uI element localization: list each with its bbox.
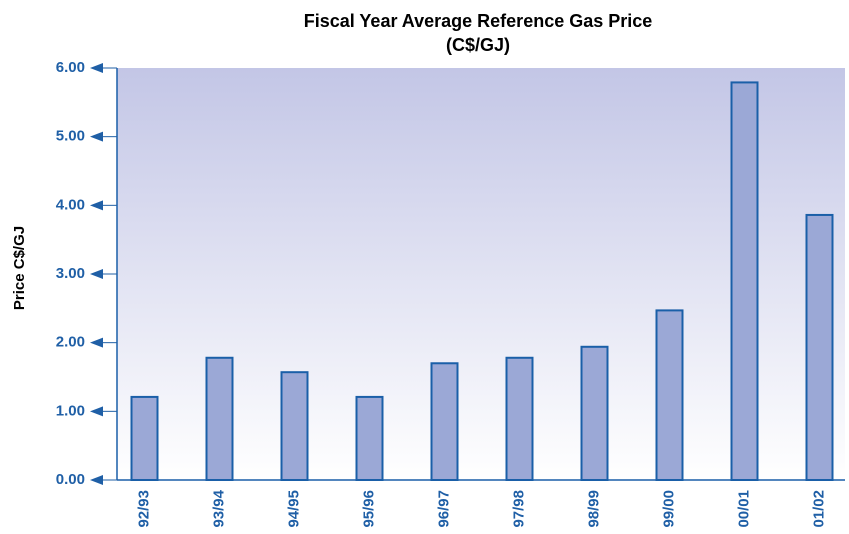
y-tick-mark bbox=[90, 269, 103, 279]
x-tick-label: 93/94 bbox=[210, 489, 227, 527]
bar bbox=[805, 213, 834, 482]
bar bbox=[505, 356, 534, 482]
x-tick-label: 92/93 bbox=[135, 490, 152, 528]
bar bbox=[355, 395, 384, 481]
x-tick-label: 94/95 bbox=[285, 490, 302, 528]
x-tick-label: 95/96 bbox=[360, 490, 377, 528]
y-tick-label: 0.00 bbox=[56, 471, 85, 488]
y-tick-label: 2.00 bbox=[56, 334, 85, 351]
bar bbox=[280, 371, 309, 481]
y-tick-mark bbox=[90, 475, 103, 485]
chart-subtitle: (C$/GJ) bbox=[446, 35, 510, 55]
y-tick-mark bbox=[90, 337, 103, 348]
chart-title: Fiscal Year Average Reference Gas Price bbox=[304, 11, 653, 31]
y-tick-label: 5.00 bbox=[56, 128, 85, 145]
y-tick-label: 1.00 bbox=[56, 402, 85, 419]
y-tick-mark bbox=[90, 63, 103, 73]
plot-background bbox=[117, 68, 845, 480]
x-tick-label: 01/02 bbox=[810, 490, 827, 528]
y-tick-mark bbox=[90, 406, 103, 417]
x-tick-label: 96/97 bbox=[435, 490, 452, 528]
bar bbox=[205, 356, 234, 482]
x-tick-label: 98/99 bbox=[585, 490, 602, 528]
x-tick-label: 99/00 bbox=[660, 490, 677, 528]
y-tick-mark bbox=[90, 131, 103, 142]
y-tick-label: 6.00 bbox=[56, 59, 85, 76]
y-tick-label: 4.00 bbox=[56, 196, 85, 213]
x-tick-label: 97/98 bbox=[510, 490, 527, 528]
y-tick-label: 3.00 bbox=[56, 265, 85, 282]
bar bbox=[730, 81, 759, 481]
bar bbox=[655, 309, 684, 482]
bar bbox=[130, 395, 159, 481]
x-tick-label: 00/01 bbox=[735, 490, 752, 528]
y-tick-mark bbox=[90, 200, 103, 211]
bar bbox=[430, 362, 459, 481]
bar bbox=[580, 345, 609, 481]
y-axis-label: Price C$/GJ bbox=[11, 226, 28, 310]
